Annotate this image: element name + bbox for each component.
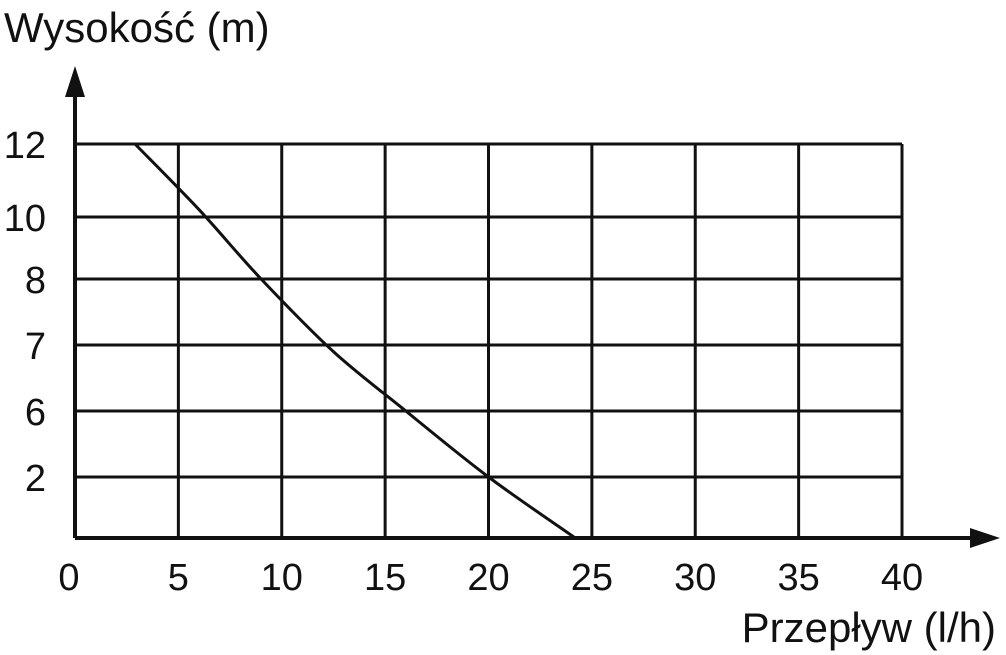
y-tick-label: 2: [25, 458, 46, 500]
y-tick-label: 8: [25, 260, 46, 302]
x-tick-label: 40: [881, 557, 923, 599]
y-axis-arrow: [65, 66, 85, 97]
y-tick-label: 7: [25, 326, 46, 368]
y-tick-label: 10: [4, 198, 46, 240]
x-tick-label: 25: [571, 557, 613, 599]
x-axis-title: Przepływ (l/h): [742, 604, 996, 651]
x-axis-arrow: [970, 528, 1000, 548]
x-tick-labels: 0 5 10 15 20 25 30 35 40: [58, 557, 923, 599]
y-axis-title: Wysokość (m): [4, 4, 270, 51]
x-tick-label: 10: [261, 557, 303, 599]
x-tick-label: 15: [364, 557, 406, 599]
x-tick-label: 20: [467, 557, 509, 599]
y-tick-label: 12: [4, 125, 46, 167]
x-tick-label: 30: [674, 557, 716, 599]
x-tick-label: 0: [58, 557, 79, 599]
y-tick-labels: 2 6 7 8 10 12: [4, 125, 46, 500]
y-tick-label: 6: [25, 392, 46, 434]
chart-axes: [65, 66, 1000, 548]
chart-series-layer: [133, 142, 577, 540]
pump-curve-line: [133, 142, 577, 540]
chart-grid: [75, 142, 904, 538]
x-tick-label: 5: [168, 557, 189, 599]
x-tick-label: 35: [777, 557, 819, 599]
